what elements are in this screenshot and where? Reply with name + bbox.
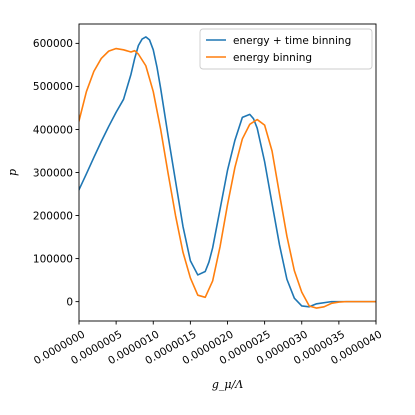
- y-tick-label: 200000: [33, 210, 73, 222]
- series-line-2: [79, 47, 376, 309]
- series-line-1: [79, 36, 376, 308]
- legend-label: energy + time binning: [233, 35, 351, 47]
- y-tick-label: 100000: [33, 253, 73, 265]
- y-tick-label: 600000: [33, 38, 73, 50]
- legend: energy + time binning energy binning: [199, 28, 373, 70]
- plot-area: [79, 36, 376, 309]
- y-tick-label: 300000: [33, 167, 73, 179]
- legend-label: energy binning: [233, 52, 312, 64]
- y-axis-label: p: [6, 169, 19, 176]
- y-tick-label: 400000: [33, 124, 73, 136]
- y-tick-label: 500000: [33, 81, 73, 93]
- x-axis-label: g_μ/Λ: [212, 378, 243, 391]
- legend-box: [199, 28, 373, 70]
- y-tick-label: 0: [66, 296, 73, 308]
